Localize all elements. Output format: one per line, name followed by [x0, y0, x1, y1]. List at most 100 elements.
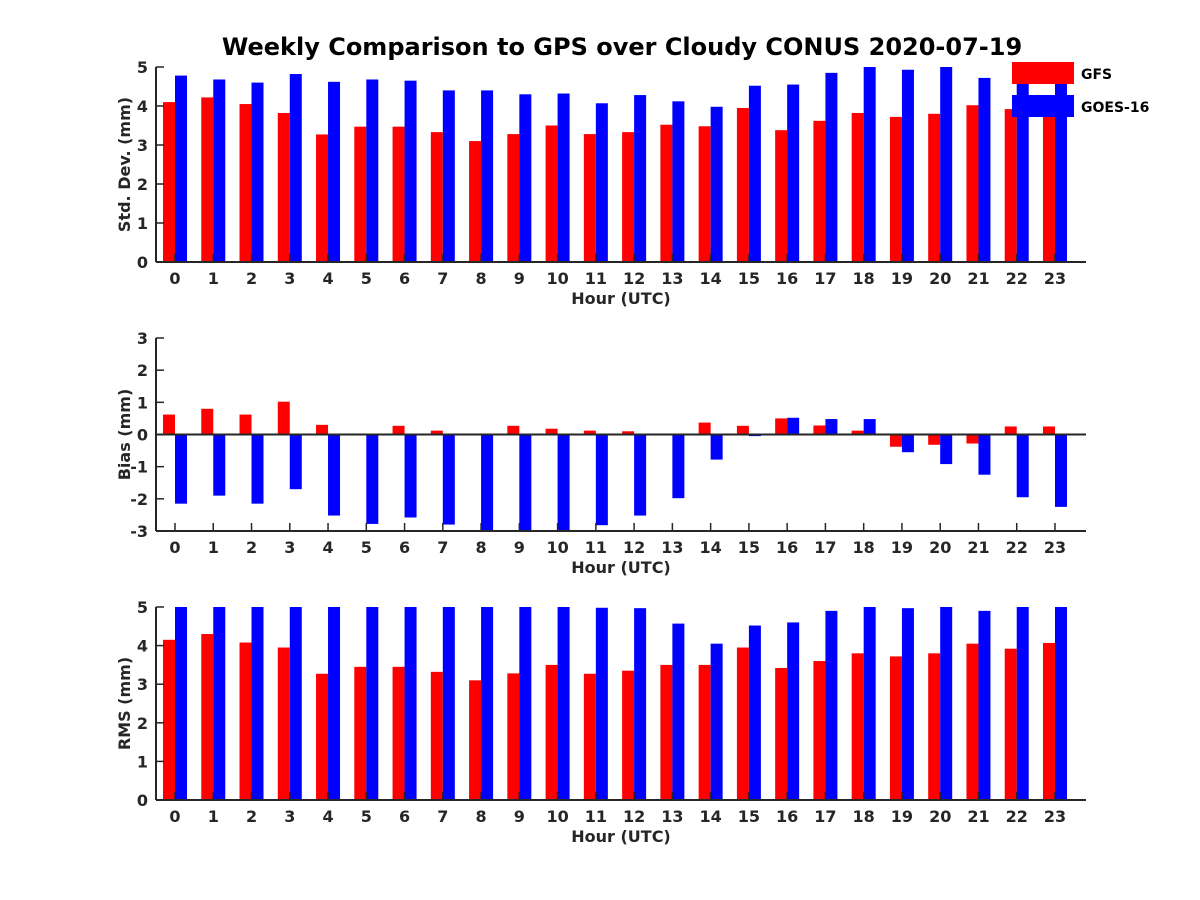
- x-tick-label: 19: [891, 807, 913, 826]
- bar-goes16-hour-15: [749, 626, 761, 800]
- bar-gfs-hour-4: [316, 674, 328, 800]
- bar-goes16-hour-1: [213, 607, 225, 800]
- bar-gfs-hour-0: [163, 102, 175, 262]
- x-tick-label: 2: [246, 538, 257, 557]
- bar-goes16-hour-18: [864, 607, 876, 800]
- bar-gfs-hour-20: [928, 435, 940, 445]
- x-tick-label: 22: [1006, 269, 1028, 288]
- bar-gfs-hour-16: [775, 668, 787, 800]
- bar-gfs-hour-7: [431, 672, 443, 800]
- x-tick-label: 11: [585, 269, 607, 288]
- bar-goes16-hour-3: [290, 74, 302, 262]
- x-tick-label: 14: [700, 807, 722, 826]
- y-tick-label: 0: [137, 791, 148, 810]
- bar-goes16-hour-21: [978, 611, 990, 800]
- bar-goes16-hour-19: [902, 435, 914, 453]
- y-tick-label: 5: [137, 598, 148, 617]
- bar-goes16-hour-6: [405, 607, 417, 800]
- x-tick-label: 15: [738, 269, 760, 288]
- bar-goes16-hour-10: [558, 435, 570, 532]
- y-tick-label: 1: [137, 752, 148, 771]
- bar-goes16-hour-10: [558, 607, 570, 800]
- x-tick-label: 21: [967, 538, 989, 557]
- bar-goes16-hour-2: [252, 607, 264, 800]
- bar-gfs-hour-11: [584, 674, 596, 800]
- x-tick-label: 8: [476, 269, 487, 288]
- x-tick-label: 10: [546, 538, 568, 557]
- bar-gfs-hour-17: [813, 661, 825, 800]
- bar-gfs-hour-22: [1005, 649, 1017, 800]
- x-tick-label: 23: [1044, 538, 1066, 557]
- x-tick-label: 12: [623, 807, 645, 826]
- x-tick-label: 12: [623, 269, 645, 288]
- bar-gfs-hour-22: [1005, 426, 1017, 434]
- x-tick-label: 5: [361, 538, 372, 557]
- x-tick-label: 18: [853, 807, 875, 826]
- x-tick-label: 9: [514, 807, 525, 826]
- x-tick-label: 14: [700, 269, 722, 288]
- x-tick-label: 19: [891, 269, 913, 288]
- x-tick-label: 10: [546, 269, 568, 288]
- bar-goes16-hour-11: [596, 435, 608, 526]
- y-tick-label: 0: [137, 426, 148, 445]
- x-tick-label: 22: [1006, 538, 1028, 557]
- bar-gfs-hour-13: [660, 665, 672, 800]
- x-tick-label: 14: [700, 538, 722, 557]
- bar-gfs-hour-21: [966, 105, 978, 262]
- bar-gfs-hour-23: [1043, 643, 1055, 800]
- bar-gfs-hour-1: [201, 97, 213, 262]
- bar-gfs-hour-14: [699, 665, 711, 800]
- bar-gfs-hour-17: [813, 121, 825, 262]
- bar-gfs-hour-21: [966, 644, 978, 800]
- bar-goes16-hour-0: [175, 607, 187, 800]
- x-tick-label: 2: [246, 269, 257, 288]
- bar-goes16-hour-20: [940, 435, 952, 465]
- bar-gfs-hour-18: [852, 653, 864, 800]
- x-tick-label: 1: [208, 269, 219, 288]
- bar-goes16-hour-2: [252, 435, 264, 504]
- bar-gfs-hour-20: [928, 653, 940, 800]
- x-tick-label: 11: [585, 807, 607, 826]
- bar-goes16-hour-0: [175, 435, 187, 504]
- legend-label-gfs: GFS: [1081, 67, 1112, 83]
- bar-gfs-hour-19: [890, 117, 902, 262]
- bar-goes16-hour-15: [749, 86, 761, 262]
- bar-goes16-hour-20: [940, 67, 952, 262]
- y-tick-label: 2: [137, 361, 148, 380]
- x-tick-label: 7: [437, 807, 448, 826]
- bar-goes16-hour-7: [443, 607, 455, 800]
- x-tick-label: 7: [437, 538, 448, 557]
- bar-gfs-hour-3: [278, 402, 290, 435]
- y-tick-label: 4: [137, 637, 148, 656]
- bar-gfs-hour-4: [316, 134, 328, 262]
- legend-swatch-goes16: [1012, 95, 1074, 117]
- x-tick-label: 9: [514, 538, 525, 557]
- y-tick-label: 3: [137, 136, 148, 155]
- x-tick-label: 3: [284, 538, 295, 557]
- y-tick-label: -3: [130, 522, 148, 541]
- x-tick-label: 13: [661, 269, 683, 288]
- x-tick-label: 16: [776, 807, 798, 826]
- x-tick-label: 6: [399, 269, 410, 288]
- bar-goes16-hour-4: [328, 435, 340, 516]
- bar-goes16-hour-13: [672, 435, 684, 499]
- bar-gfs-hour-6: [393, 426, 405, 435]
- bar-goes16-hour-14: [711, 107, 723, 262]
- y-tick-label: 1: [137, 214, 148, 233]
- x-axis-label: Hour (UTC): [571, 289, 671, 308]
- x-tick-label: 16: [776, 269, 798, 288]
- bar-gfs-hour-5: [354, 667, 366, 800]
- x-tick-label: 4: [322, 807, 333, 826]
- bar-goes16-hour-6: [405, 435, 417, 518]
- x-tick-label: 15: [738, 538, 760, 557]
- bar-gfs-hour-9: [507, 673, 519, 800]
- y-tick-label: 1: [137, 393, 148, 412]
- bar-gfs-hour-7: [431, 132, 443, 262]
- bar-gfs-hour-15: [737, 648, 749, 800]
- x-tick-label: 22: [1006, 807, 1028, 826]
- x-tick-label: 16: [776, 538, 798, 557]
- y-axis-label: Bias (mm): [115, 389, 134, 481]
- bar-goes16-hour-7: [443, 435, 455, 525]
- bar-goes16-hour-9: [519, 94, 531, 262]
